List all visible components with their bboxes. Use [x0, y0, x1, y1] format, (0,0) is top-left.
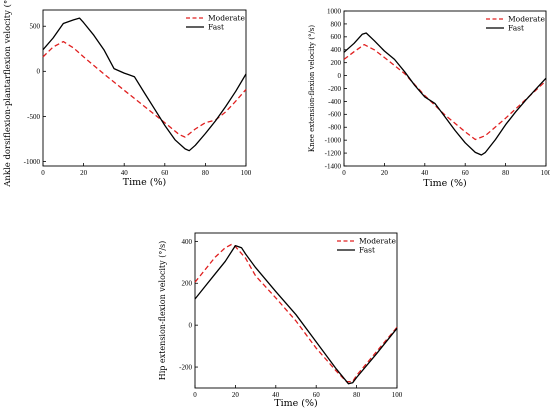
- y-tick-label: 500: [30, 23, 41, 31]
- y-tick-label: 0: [189, 322, 193, 330]
- x-tick-label: 60: [313, 391, 321, 399]
- x-axis-label: Time (%): [123, 177, 166, 188]
- y-tick-label: 800: [331, 20, 342, 28]
- y-tick-label: -1000: [24, 158, 41, 166]
- legend-label-fast: Fast: [208, 23, 224, 32]
- y-tick-label: -1000: [325, 137, 342, 145]
- x-tick-label: 80: [353, 391, 361, 399]
- x-tick-label: 100: [541, 169, 550, 177]
- y-tick-label: -1200: [325, 149, 342, 157]
- y-tick-label: 1000: [327, 7, 342, 15]
- legend-label-moderate: Moderate: [508, 15, 546, 24]
- y-tick-label: -400: [328, 98, 341, 106]
- legend-label-fast: Fast: [359, 246, 375, 255]
- y-tick-label: 200: [331, 59, 342, 67]
- x-tick-label: 80: [202, 169, 210, 177]
- plot-frame: [42, 9, 247, 167]
- x-tick-label: 20: [232, 391, 240, 399]
- y-tick-label: -200: [179, 363, 192, 371]
- legend-label-moderate: Moderate: [208, 14, 246, 23]
- y-axis-label: Hip extension-flexion velocity (°/s): [158, 241, 167, 381]
- legend-label-moderate: Moderate: [359, 237, 397, 246]
- chart-1: 0 20 40 60 80 100 500 0 -500 -1000 Time (%) Ankle d…: [2, 0, 252, 188]
- y-tick-label: 400: [182, 238, 193, 246]
- y-tick-label: 200: [182, 280, 193, 288]
- y-tick-label: 400: [331, 46, 342, 54]
- series-line-fast: [343, 32, 547, 156]
- plot-frame: [343, 10, 547, 167]
- series-line-fast: [42, 17, 247, 152]
- y-axis-label: Knee extension-flexion velocity (°/s): [308, 25, 316, 153]
- series-line-moderate: [42, 40, 247, 138]
- x-tick-label: 100: [392, 391, 403, 399]
- y-tick-label: -600: [328, 111, 341, 119]
- y-tick-label: -200: [328, 85, 341, 93]
- y-tick-label: -800: [328, 124, 341, 132]
- x-tick-label: 40: [272, 391, 280, 399]
- x-tick-label: 40: [421, 169, 429, 177]
- x-tick-label: 20: [381, 169, 389, 177]
- y-tick-label: -500: [27, 113, 40, 121]
- series-line-moderate: [343, 43, 547, 141]
- x-tick-label: 40: [121, 169, 129, 177]
- x-tick-label: 0: [193, 391, 197, 399]
- x-tick-label: 60: [161, 169, 169, 177]
- y-tick-label: 600: [331, 33, 342, 41]
- plot-frame: [194, 232, 398, 389]
- y-axis-label: Ankle dorsiflexion-plantarflexion veloci…: [2, 0, 13, 188]
- series-line-moderate: [194, 243, 398, 383]
- x-tick-label: 80: [502, 169, 510, 177]
- y-tick-label: 0: [37, 68, 41, 76]
- x-axis-label: Time (%): [423, 178, 466, 189]
- x-tick-label: 60: [462, 169, 470, 177]
- chart-3: 0 20 40 60 80 100 400 200 0 -200 Time (%) Hip exten…: [158, 232, 403, 409]
- x-tick-label: 20: [80, 169, 88, 177]
- y-tick-label: -1400: [325, 162, 342, 170]
- chart-2: 0 20 40 60 80 100 1000 800 600 400 200 0 -200 -400 -60…: [308, 7, 550, 189]
- series-line-fast: [194, 244, 398, 385]
- legend-label-fast: Fast: [508, 24, 524, 33]
- x-tick-label: 0: [41, 169, 45, 177]
- x-tick-label: 0: [342, 169, 346, 177]
- y-tick-label: 0: [338, 72, 342, 80]
- x-axis-label: Time (%): [274, 398, 317, 409]
- x-tick-label: 100: [241, 169, 252, 177]
